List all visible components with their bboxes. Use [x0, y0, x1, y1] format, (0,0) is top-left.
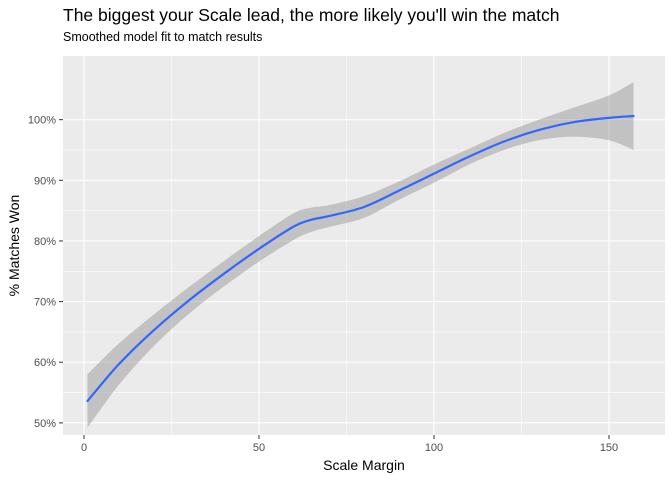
y-tick-label: 70% [34, 297, 56, 309]
x-tick-label: 100 [425, 442, 443, 454]
y-tick-label: 100% [28, 115, 56, 127]
confidence-band [87, 82, 634, 428]
x-axis: 0 50 100 150 [81, 435, 618, 454]
confidence-band-layer [87, 82, 634, 428]
y-tick-label: 60% [34, 357, 56, 369]
chart-subtitle: Smoothed model fit to match results [63, 30, 263, 44]
smooth-line-layer [86, 114, 635, 403]
x-tick-label: 50 [253, 442, 265, 454]
y-tick-label: 80% [34, 236, 56, 248]
y-tick-label: 90% [34, 175, 56, 187]
x-tick-label: 150 [600, 442, 618, 454]
chart-title: The biggest your Scale lead, the more li… [63, 5, 560, 25]
x-axis-title: Scale Margin [323, 457, 405, 473]
y-tick-label: 50% [34, 418, 56, 430]
x-tick-label: 0 [81, 442, 87, 454]
y-axis-title: % Matches Won [6, 195, 22, 297]
smooth-fit-line [86, 114, 635, 403]
y-axis: 50% 60% 70% 80% 90% 100% [28, 115, 63, 430]
